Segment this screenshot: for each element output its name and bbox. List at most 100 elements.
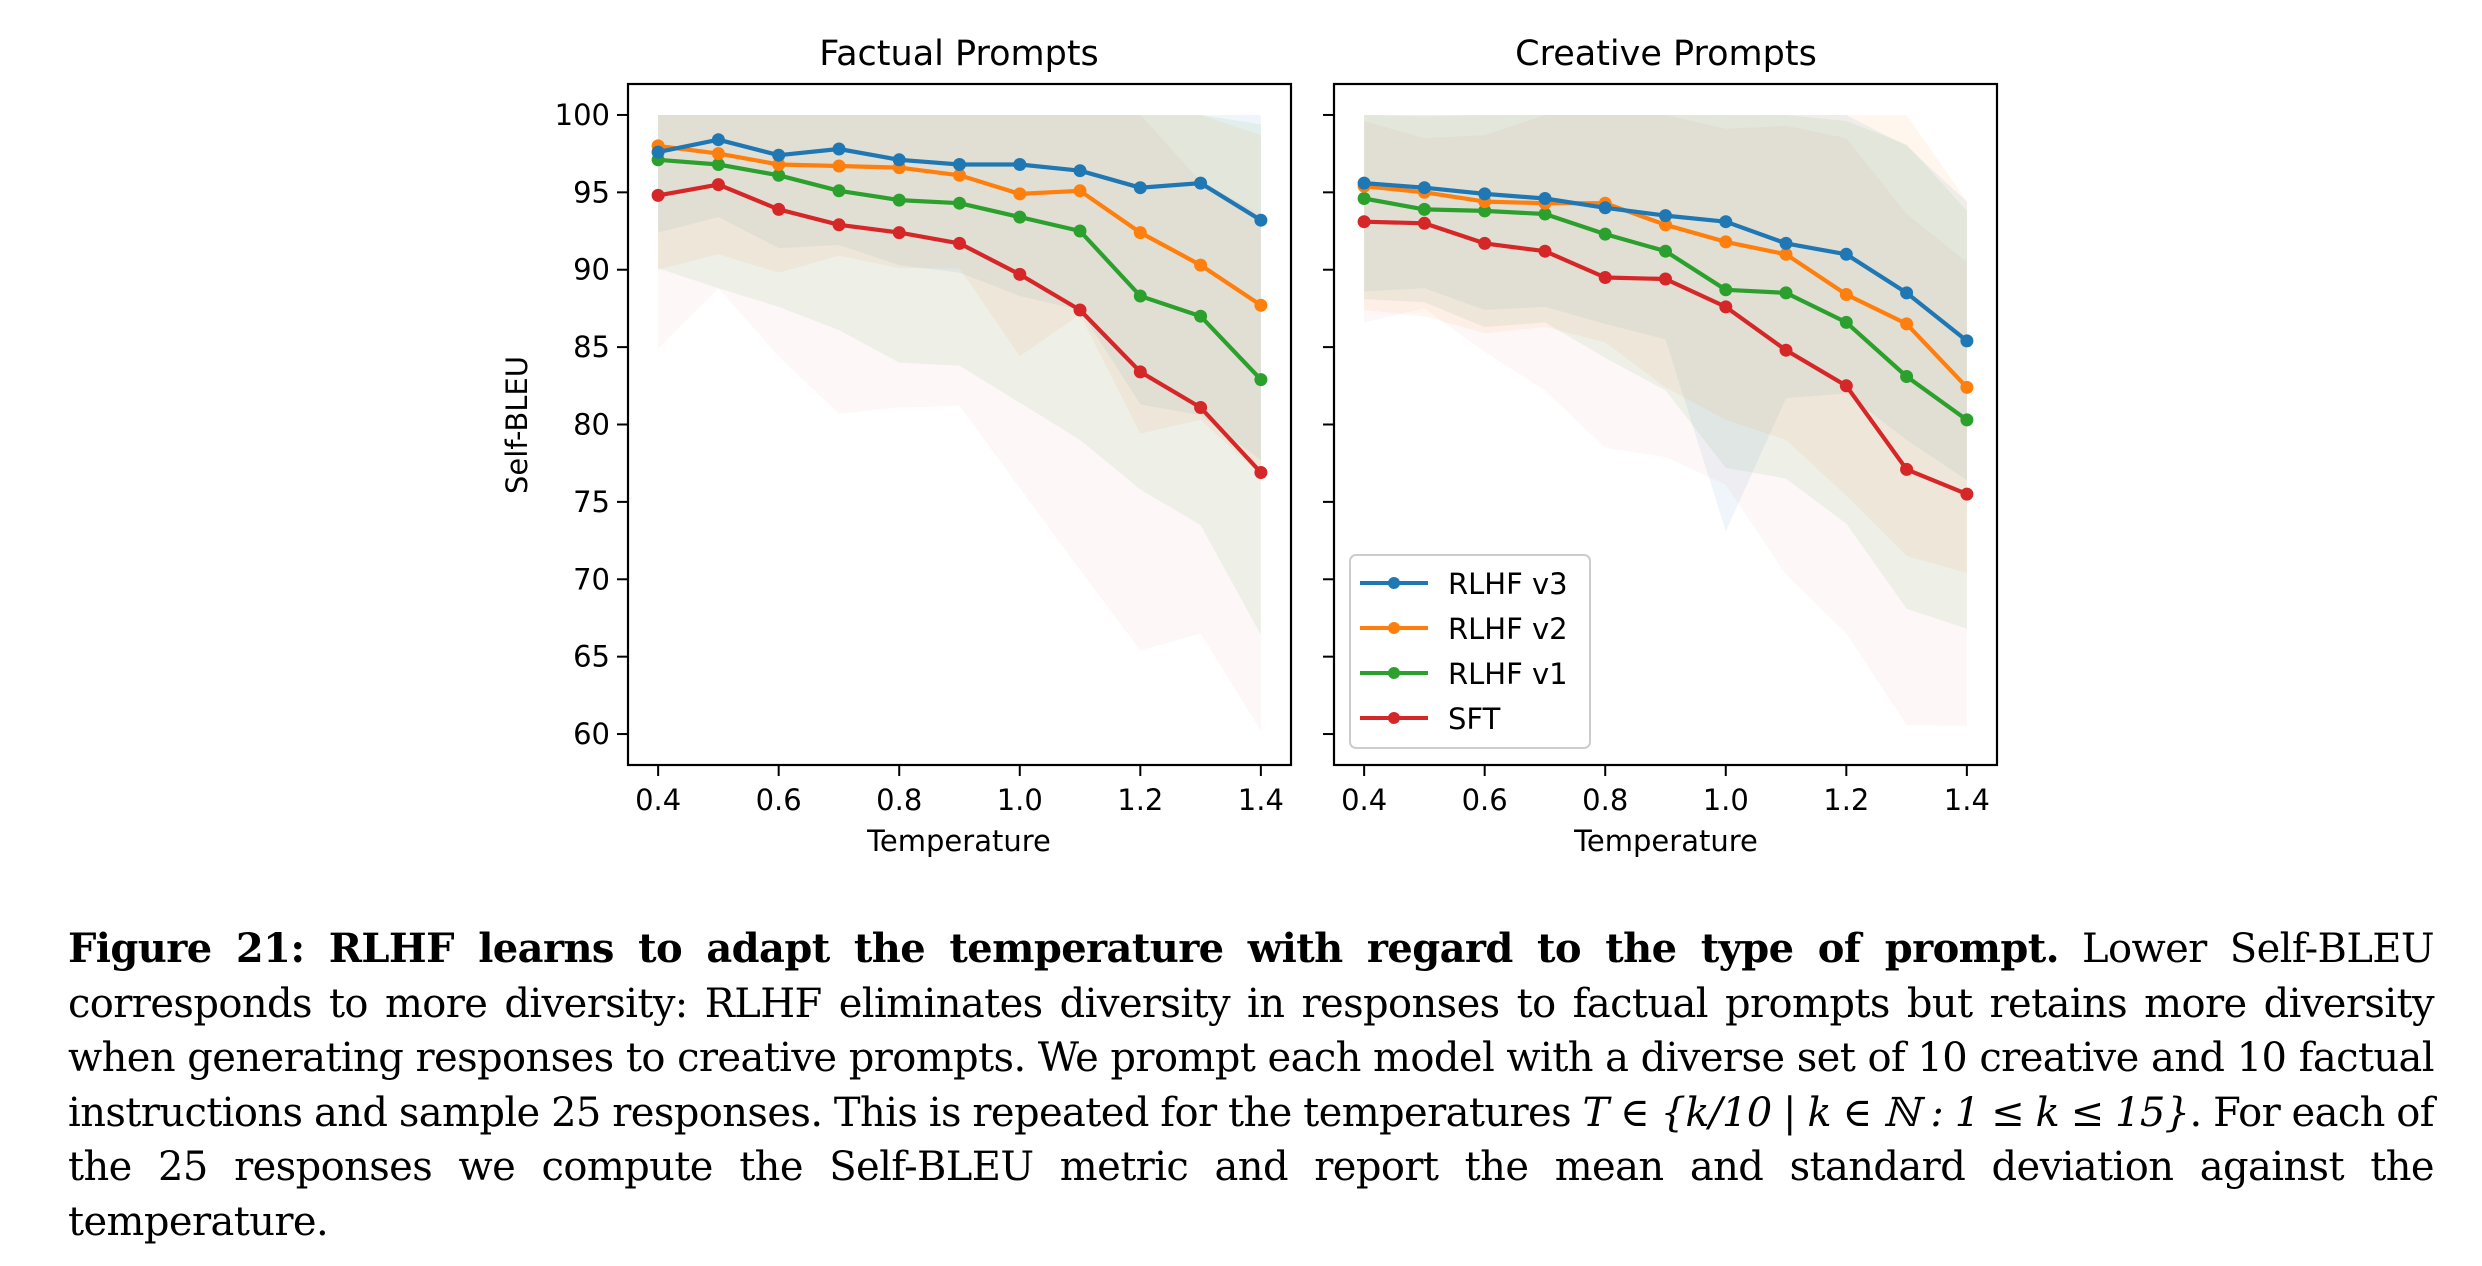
factual-prompts-panel: Factual Prompts 60 65 70 75 80 85 90 95 100 0.4 0… [500,34,1293,858]
y-tick-label: 95 [573,175,610,209]
data-point-rlhf-v1 [1719,283,1733,297]
data-point-rlhf-v3 [1254,213,1268,227]
y-tick-label: 65 [573,640,610,674]
legend-label: RLHF v1 [1448,657,1568,691]
std-band-rlhf-v1 [1364,115,1967,629]
data-point-sft [1598,271,1612,284]
caption-math: T ∈ {k/10 | k ∈ ℕ : 1 ≤ k ≤ 15} [1582,1089,2191,1136]
y-tick-label: 85 [573,330,610,364]
data-point-rlhf-v1 [1478,204,1492,218]
y-tick-label: 75 [573,485,610,519]
std-band-rlhf-v3 [658,115,1261,461]
legend-item-sft: SFT [1360,702,1501,736]
legend-box [1349,554,1591,749]
legend-marker [1388,712,1400,724]
data-point-sft [651,188,665,202]
legend-item-rlhf-v1: RLHF v1 [1360,657,1568,691]
data-point-sft [1719,300,1733,314]
data-point-rlhf-v3 [772,148,786,162]
data-point-sft [1133,365,1147,379]
data-point-rlhf-v1 [1417,202,1431,216]
data-point-rlhf-v2 [1779,247,1793,261]
data-point-rlhf-v2 [1719,235,1733,249]
figure: Factual Prompts 60 65 70 75 80 85 90 95 100 0.4 0… [500,34,1999,858]
data-point-rlhf-v1 [1073,224,1087,238]
caption-body-end: . For each of the 25 responses we comput… [68,1089,2435,1245]
legend: RLHF v3 RLHF v2 RLHF v1 SFT [1349,554,1591,749]
data-point-rlhf-v1 [1538,207,1552,221]
legend-label: RLHF v3 [1448,567,1568,601]
data-point-rlhf-v2 [772,158,786,171]
panel-title: Creative Prompts [1515,34,1817,74]
legend-item-rlhf-v3: RLHF v3 [1360,567,1568,601]
data-point-rlhf-v2 [1254,298,1268,312]
legend-label: RLHF v2 [1448,612,1568,646]
data-point-sft [953,236,966,250]
data-point-rlhf-v2 [832,159,846,173]
data-point-rlhf-v2 [953,168,966,182]
data-point-rlhf-v1 [1598,227,1612,241]
y-tick-label: 60 [573,717,610,751]
data-point-rlhf-v3 [1073,164,1087,178]
data-point-rlhf-v1 [1357,192,1371,205]
data-point-rlhf-v1 [1254,373,1268,387]
std-band-rlhf-v2 [658,115,1261,476]
series-lines [1357,176,1974,501]
x-ticks: 0.4 0.6 0.8 1.0 1.2 1.4 [1341,765,1990,817]
data-point-rlhf-v3 [953,158,966,171]
legend-label: SFT [1448,702,1501,736]
data-point-rlhf-v3 [892,153,906,167]
y-tick-label: 70 [573,562,610,596]
creative-prompts-panel: Creative Prompts 0.4 0.6 0.8 1.0 1.2 1.4 Temp… [1323,34,1999,858]
panel-title: Factual Prompts [819,34,1099,74]
data-point-rlhf-v1 [832,184,846,198]
data-point-rlhf-v3 [1839,247,1853,261]
x-tick-label: 0.8 [876,783,922,817]
x-tick-label: 0.4 [635,783,681,817]
data-point-sft [1417,216,1431,230]
x-tick-label: 1.0 [1703,783,1749,817]
series-lines [651,133,1268,479]
std-bands [1364,115,1967,727]
data-point-rlhf-v3 [1133,181,1147,195]
y-tick-label: 90 [573,253,610,287]
caption-body: Lower Self-BLEU corresponds to more dive… [68,926,2435,1136]
data-point-rlhf-v1 [1659,244,1672,258]
x-axis-label: Temperature [1573,824,1758,858]
data-point-rlhf-v3 [1960,334,1974,348]
data-point-rlhf-v1 [1900,370,1914,383]
data-point-rlhf-v3 [1357,176,1371,190]
data-point-rlhf-v1 [953,196,966,210]
data-point-sft [1538,244,1552,258]
data-point-sft [1960,487,1974,501]
data-point-rlhf-v2 [1839,288,1853,301]
data-point-rlhf-v1 [1133,289,1147,303]
y-tick-label: 80 [573,408,610,442]
data-point-rlhf-v3 [1538,192,1552,205]
x-axis-label: Temperature [866,824,1051,858]
std-band-sft [658,115,1261,731]
legend-marker [1388,577,1400,589]
y-tick-label: 100 [555,98,610,132]
x-tick-label: 1.4 [1238,783,1284,817]
x-tick-label: 0.8 [1582,783,1628,817]
data-point-rlhf-v1 [1960,413,1974,427]
data-point-rlhf-v1 [711,158,725,171]
data-point-sft [711,178,725,192]
data-point-rlhf-v2 [1900,317,1914,331]
data-point-sft [832,218,846,232]
data-point-rlhf-v2 [1659,218,1672,232]
data-point-rlhf-v3 [711,133,725,147]
x-tick-label: 0.6 [756,783,802,817]
data-point-rlhf-v2 [1194,258,1208,272]
figure-caption: Figure 21: RLHF learns to adapt the temp… [68,922,2435,1250]
data-point-rlhf-v1 [1194,309,1208,323]
data-point-rlhf-v2 [1073,184,1087,198]
data-point-sft [1357,215,1371,229]
data-point-rlhf-v1 [1839,315,1853,329]
data-point-rlhf-v3 [1417,181,1431,195]
data-point-rlhf-v3 [1779,236,1793,250]
std-band-rlhf-v2 [1364,115,1967,574]
data-point-rlhf-v3 [1194,176,1208,190]
std-bands [658,115,1261,731]
